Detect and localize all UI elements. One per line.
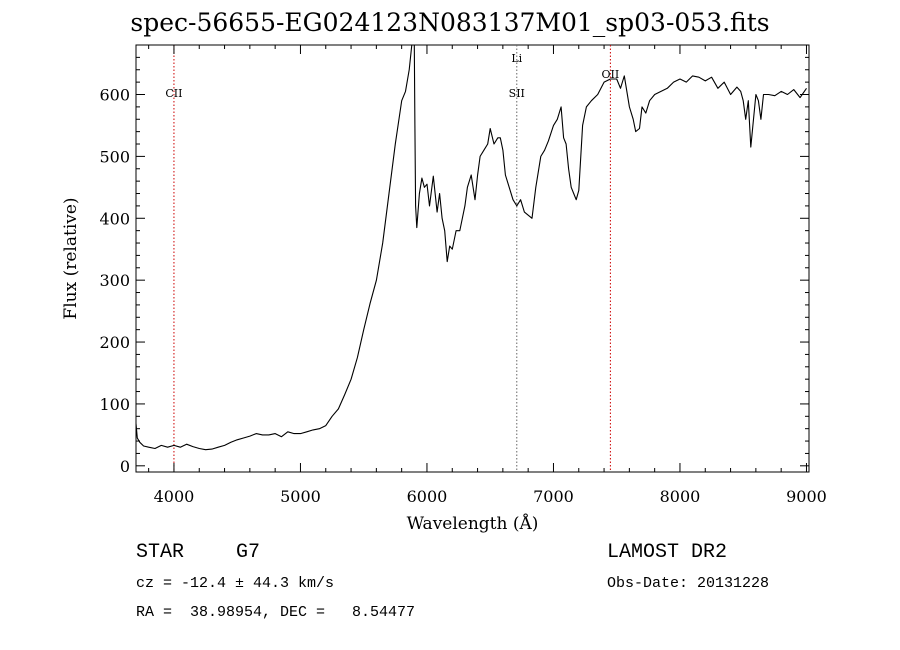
observation-date: Obs-Date: 20131228 bbox=[607, 575, 770, 592]
marker-label-cii: CII bbox=[165, 87, 182, 100]
x-axis-label: Wavelength (Å) bbox=[407, 513, 539, 534]
marker-label-li: Li bbox=[511, 52, 522, 65]
y-tick-label: 100 bbox=[99, 395, 130, 414]
redshift-velocity: cz = -12.4 ± 44.3 km/s bbox=[136, 575, 335, 592]
y-axis-label: Flux (relative) bbox=[61, 197, 81, 319]
chart-title: spec-56655-EG024123N083137M01_sp03-053.f… bbox=[130, 8, 770, 37]
x-tick-label: 5000 bbox=[280, 487, 321, 506]
plot-frame bbox=[135, 44, 810, 473]
x-tick-label: 6000 bbox=[407, 487, 448, 506]
y-tick-label: 400 bbox=[99, 209, 130, 228]
marker-label-oii: OII bbox=[602, 68, 620, 81]
x-tick-label: 9000 bbox=[786, 487, 827, 506]
x-tick-label: 4000 bbox=[154, 487, 195, 506]
survey-name: LAMOST DR2 bbox=[607, 541, 728, 564]
spectrum-line-0 bbox=[136, 45, 807, 451]
x-tick-label: 8000 bbox=[660, 487, 701, 506]
object-subclass: G7 bbox=[236, 541, 261, 564]
ra-dec-coordinates: RA = 38.98954, DEC = 8.54477 bbox=[136, 604, 416, 621]
marker-label-sii: SII bbox=[509, 87, 525, 100]
y-tick-label: 200 bbox=[99, 333, 130, 352]
y-tick-label: 0 bbox=[120, 457, 130, 476]
y-tick-label: 500 bbox=[99, 147, 130, 166]
y-tick-label: 600 bbox=[99, 86, 130, 105]
object-class: STAR bbox=[136, 541, 185, 564]
y-tick-label: 300 bbox=[99, 271, 130, 290]
x-tick-label: 7000 bbox=[533, 487, 574, 506]
